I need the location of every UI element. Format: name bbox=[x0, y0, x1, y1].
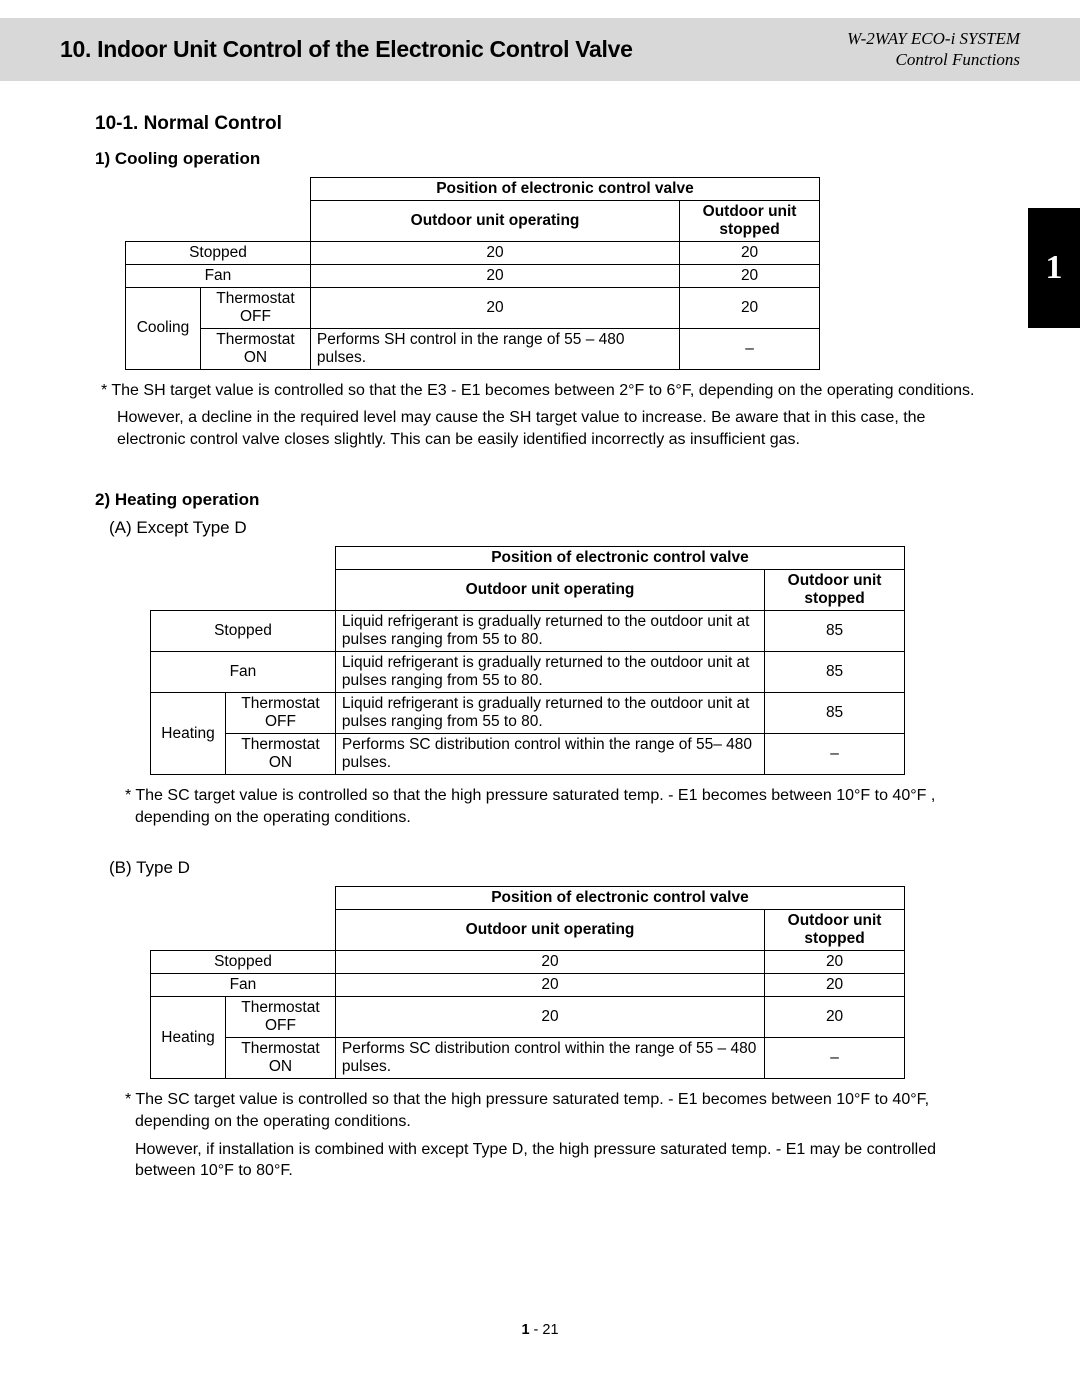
table-row: Thermostat ON Performs SC distribution c… bbox=[151, 734, 905, 775]
cell-label: Stopped bbox=[126, 241, 311, 264]
cell-op: 20 bbox=[335, 974, 764, 997]
cell-label: Thermostat ON bbox=[225, 1038, 335, 1079]
heating-exceptd-note: * The SC target value is controlled so t… bbox=[125, 785, 985, 828]
cell-label: Thermostat OFF bbox=[225, 693, 335, 734]
table-row: Heating Thermostat OFF Liquid refrigeran… bbox=[151, 693, 905, 734]
table-header-stopped: Outdoor unit stopped bbox=[680, 200, 820, 241]
table-header-main: Position of electronic control valve bbox=[335, 547, 904, 570]
table-header-operating: Outdoor unit operating bbox=[335, 570, 764, 611]
heating-exceptd-table: Position of electronic control valve Out… bbox=[150, 546, 905, 775]
cell-label: Fan bbox=[151, 652, 336, 693]
page-number-bold: 1 bbox=[521, 1322, 529, 1338]
table-row: Fan 20 20 bbox=[151, 974, 905, 997]
cell-stp: 20 bbox=[680, 241, 820, 264]
cell-label: Fan bbox=[126, 264, 311, 287]
table-header-stopped: Outdoor unit stopped bbox=[765, 570, 905, 611]
table-header-main: Position of electronic control valve bbox=[335, 887, 904, 910]
heating-typed-note-inner: However, if installation is combined wit… bbox=[135, 1139, 985, 1182]
table-row: Fan Liquid refrigerant is gradually retu… bbox=[151, 652, 905, 693]
page-title: 10. Indoor Unit Control of the Electroni… bbox=[60, 36, 633, 63]
system-line-1: W-2WAY ECO-i SYSTEM bbox=[847, 28, 1020, 49]
system-line-2: Control Functions bbox=[847, 49, 1020, 70]
cell-stp: – bbox=[680, 328, 820, 369]
cell-op: Liquid refrigerant is gradually returned… bbox=[335, 693, 764, 734]
cell-label: Stopped bbox=[151, 951, 336, 974]
cooling-heading: 1) Cooling operation bbox=[95, 149, 985, 169]
cell-stp: 20 bbox=[680, 287, 820, 328]
table-row: Thermostat ON Performs SH control in the… bbox=[126, 328, 820, 369]
table-header-operating: Outdoor unit operating bbox=[310, 200, 679, 241]
table-blank bbox=[151, 547, 336, 611]
table-header-stopped: Outdoor unit stopped bbox=[765, 910, 905, 951]
cooling-table: Position of electronic control valve Out… bbox=[125, 177, 820, 370]
cell-op: 20 bbox=[335, 997, 764, 1038]
cooling-note-inner: However, a decline in the required level… bbox=[117, 407, 985, 450]
cell-stp: 20 bbox=[765, 974, 905, 997]
table-row: Cooling Thermostat OFF 20 20 bbox=[126, 287, 820, 328]
heating-typed-label: (B) Type D bbox=[109, 858, 985, 878]
table-blank bbox=[126, 177, 311, 241]
cell-stp: 20 bbox=[680, 264, 820, 287]
cell-stp: 85 bbox=[765, 693, 905, 734]
heating-typed-table: Position of electronic control valve Out… bbox=[150, 886, 905, 1079]
table-row: Thermostat ON Performs SC distribution c… bbox=[151, 1038, 905, 1079]
cell-stp: 20 bbox=[765, 997, 905, 1038]
cell-stp: – bbox=[765, 734, 905, 775]
cell-op: 20 bbox=[310, 241, 679, 264]
section-heading: 10-1. Normal Control bbox=[95, 113, 985, 135]
table-row: Heating Thermostat OFF 20 20 bbox=[151, 997, 905, 1038]
table-row: Stopped Liquid refrigerant is gradually … bbox=[151, 611, 905, 652]
cell-op: 20 bbox=[310, 287, 679, 328]
cell-stp: 85 bbox=[765, 652, 905, 693]
cell-op: Liquid refrigerant is gradually returned… bbox=[335, 611, 764, 652]
cell-label: Thermostat ON bbox=[200, 328, 310, 369]
cell-label: Stopped bbox=[151, 611, 336, 652]
cell-op: Performs SH control in the range of 55 –… bbox=[310, 328, 679, 369]
cell-op: 20 bbox=[310, 264, 679, 287]
document-name: W-2WAY ECO-i SYSTEM Control Functions bbox=[847, 28, 1020, 71]
heating-exceptd-label: (A) Except Type D bbox=[109, 518, 985, 538]
table-header-main: Position of electronic control valve bbox=[310, 177, 819, 200]
cell-label: Fan bbox=[151, 974, 336, 997]
cell-op: Liquid refrigerant is gradually returned… bbox=[335, 652, 764, 693]
cell-mode: Heating bbox=[151, 693, 226, 775]
cell-stp: 20 bbox=[765, 951, 905, 974]
cell-op: 20 bbox=[335, 951, 764, 974]
table-row: Stopped 20 20 bbox=[151, 951, 905, 974]
cooling-note: * The SH target value is controlled so t… bbox=[101, 380, 985, 402]
cell-stp: – bbox=[765, 1038, 905, 1079]
page-number: 1 - 21 bbox=[95, 1322, 985, 1338]
cell-stp: 85 bbox=[765, 611, 905, 652]
cell-label: Thermostat ON bbox=[225, 734, 335, 775]
heating-typed-note: * The SC target value is controlled so t… bbox=[125, 1089, 985, 1132]
table-row: Stopped 20 20 bbox=[126, 241, 820, 264]
cell-op: Performs SC distribution control within … bbox=[335, 734, 764, 775]
section-tab: 1 bbox=[1028, 208, 1080, 328]
heating-heading: 2) Heating operation bbox=[95, 490, 985, 510]
cell-mode: Heating bbox=[151, 997, 226, 1079]
cell-label: Thermostat OFF bbox=[225, 997, 335, 1038]
cell-op: Performs SC distribution control within … bbox=[335, 1038, 764, 1079]
cell-label: Thermostat OFF bbox=[200, 287, 310, 328]
page-content: 10-1. Normal Control 1) Cooling operatio… bbox=[0, 81, 1080, 1358]
page-header: 10. Indoor Unit Control of the Electroni… bbox=[0, 18, 1080, 81]
table-header-operating: Outdoor unit operating bbox=[335, 910, 764, 951]
table-blank bbox=[151, 887, 336, 951]
table-row: Fan 20 20 bbox=[126, 264, 820, 287]
page-number-rest: - 21 bbox=[530, 1322, 559, 1338]
cell-mode: Cooling bbox=[126, 287, 201, 369]
